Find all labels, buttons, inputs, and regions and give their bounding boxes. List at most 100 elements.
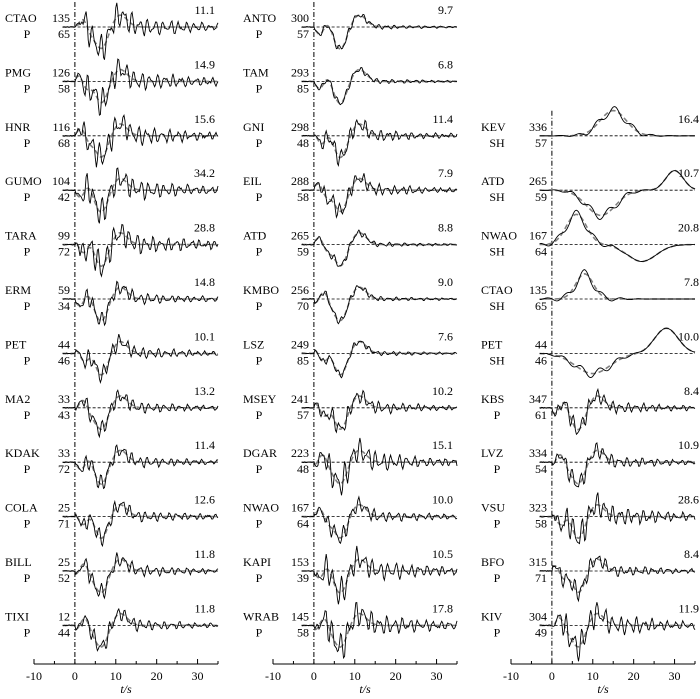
synthetic-trace bbox=[301, 504, 457, 539]
distance-label: 57 bbox=[297, 27, 309, 41]
phase-label: P bbox=[494, 571, 501, 585]
azimuth-label: 99 bbox=[58, 229, 70, 243]
azimuth-label: 33 bbox=[58, 446, 70, 460]
observed-trace bbox=[539, 170, 696, 220]
phase-label: SH bbox=[489, 353, 505, 367]
azimuth-label: 241 bbox=[291, 392, 309, 406]
azimuth-label: 336 bbox=[529, 120, 547, 134]
trace-panel-kmbo: KMBO 256 P 70 9.0 bbox=[243, 275, 458, 325]
observed-trace bbox=[301, 495, 458, 545]
observed-trace bbox=[301, 389, 458, 434]
station-label: GNI bbox=[243, 120, 264, 134]
synthetic-trace bbox=[62, 504, 218, 540]
synthetic-trace bbox=[301, 123, 457, 159]
trace-panel-kapi: KAPI 153 P 39 10.5 bbox=[243, 545, 458, 605]
trace-panel-pet: PET 44 SH 46 10.0 bbox=[481, 327, 699, 378]
distance-label: 61 bbox=[535, 408, 547, 422]
x-tick-label: 10 bbox=[349, 669, 361, 683]
phase-label: P bbox=[256, 625, 263, 639]
distance-label: 57 bbox=[535, 136, 547, 150]
trace-panel-kev: KEV 336 SH 57 16.4 bbox=[481, 106, 699, 150]
x-tick-label: 10 bbox=[110, 669, 122, 683]
azimuth-label: 167 bbox=[529, 229, 547, 243]
observed-trace bbox=[301, 437, 458, 496]
distance-label: 43 bbox=[58, 408, 70, 422]
distance-label: 64 bbox=[535, 245, 547, 259]
phase-label: P bbox=[24, 136, 31, 150]
phase-label: SH bbox=[489, 136, 505, 150]
synthetic-trace bbox=[62, 232, 218, 268]
observed-trace bbox=[301, 66, 458, 106]
trace-panel-ctao: CTAO 135 SH 65 7.8 bbox=[481, 269, 699, 313]
observed-trace bbox=[62, 280, 219, 327]
trace-panel-gni: GNI 298 P 48 11.4 bbox=[243, 112, 458, 168]
distance-label: 68 bbox=[58, 136, 70, 150]
synthetic-trace bbox=[301, 14, 457, 50]
trace-panel-dgar: DGAR 223 P 48 15.1 bbox=[243, 437, 458, 496]
distance-label: 71 bbox=[58, 517, 70, 531]
distance-label: 72 bbox=[58, 245, 70, 259]
distance-label: 59 bbox=[535, 190, 547, 204]
distance-label: 54 bbox=[535, 462, 547, 476]
azimuth-label: 59 bbox=[58, 283, 70, 297]
trace-panel-atd: ATD 265 SH 59 10.7 bbox=[481, 166, 699, 220]
amplitude-label: 11.8 bbox=[194, 601, 215, 615]
observed-trace bbox=[539, 209, 695, 262]
amplitude-label: 11.8 bbox=[194, 547, 215, 561]
distance-label: 65 bbox=[535, 299, 547, 313]
station-label: TIXI bbox=[5, 609, 29, 623]
phase-label: P bbox=[256, 408, 263, 422]
phase-label: P bbox=[256, 517, 263, 531]
distance-label: 49 bbox=[535, 625, 547, 639]
amplitude-label: 6.8 bbox=[438, 57, 453, 71]
azimuth-label: 25 bbox=[58, 555, 70, 569]
station-label: TAM bbox=[243, 65, 269, 79]
station-label: LVZ bbox=[481, 446, 503, 460]
x-tick-label: 30 bbox=[669, 669, 681, 683]
phase-label: SH bbox=[489, 299, 505, 313]
observed-trace bbox=[62, 499, 219, 548]
observed-trace bbox=[62, 444, 219, 490]
station-label: ATD bbox=[243, 229, 267, 243]
synthetic-trace bbox=[62, 558, 218, 594]
phase-label: P bbox=[256, 299, 263, 313]
station-label: CTAO bbox=[5, 11, 37, 25]
distance-label: 58 bbox=[297, 625, 309, 639]
station-label: KMBO bbox=[243, 283, 279, 297]
station-label: NWAO bbox=[481, 229, 517, 243]
azimuth-label: 265 bbox=[529, 174, 547, 188]
azimuth-label: 25 bbox=[58, 501, 70, 515]
trace-panel-atd: ATD 265 P 59 8.8 bbox=[243, 221, 458, 267]
distance-label: 72 bbox=[58, 462, 70, 476]
amplitude-label: 7.8 bbox=[684, 275, 699, 289]
synthetic-trace bbox=[539, 169, 696, 217]
observed-trace bbox=[62, 58, 219, 116]
station-label: KBS bbox=[481, 392, 504, 406]
observed-trace bbox=[539, 387, 696, 436]
trace-panel-ma2: MA2 33 P 43 13.2 bbox=[5, 384, 219, 439]
observed-trace bbox=[62, 167, 219, 224]
observed-trace bbox=[62, 333, 219, 384]
synthetic-trace bbox=[539, 109, 695, 137]
station-label: COLA bbox=[5, 501, 38, 515]
synthetic-trace bbox=[62, 14, 218, 50]
station-label: KEV bbox=[481, 120, 506, 134]
observed-trace bbox=[301, 118, 458, 168]
trace-panel-wrab: WRAB 145 P 58 17.8 bbox=[243, 601, 458, 660]
station-label: WRAB bbox=[243, 609, 279, 623]
station-label: NWAO bbox=[243, 501, 279, 515]
synthetic-trace bbox=[301, 68, 457, 105]
phase-label: P bbox=[256, 462, 263, 476]
observed-trace bbox=[301, 284, 458, 325]
azimuth-label: 145 bbox=[291, 609, 309, 623]
amplitude-label: 10.0 bbox=[432, 493, 453, 507]
distance-label: 34 bbox=[58, 299, 70, 313]
synthetic-trace bbox=[301, 612, 457, 648]
azimuth-label: 315 bbox=[529, 555, 547, 569]
observed-trace bbox=[539, 269, 695, 302]
synthetic-trace bbox=[301, 232, 457, 267]
synthetic-trace bbox=[539, 449, 695, 485]
x-tick-label: 0 bbox=[311, 669, 317, 683]
trace-panel-anto: ANTO 300 P 57 9.7 bbox=[243, 3, 457, 50]
